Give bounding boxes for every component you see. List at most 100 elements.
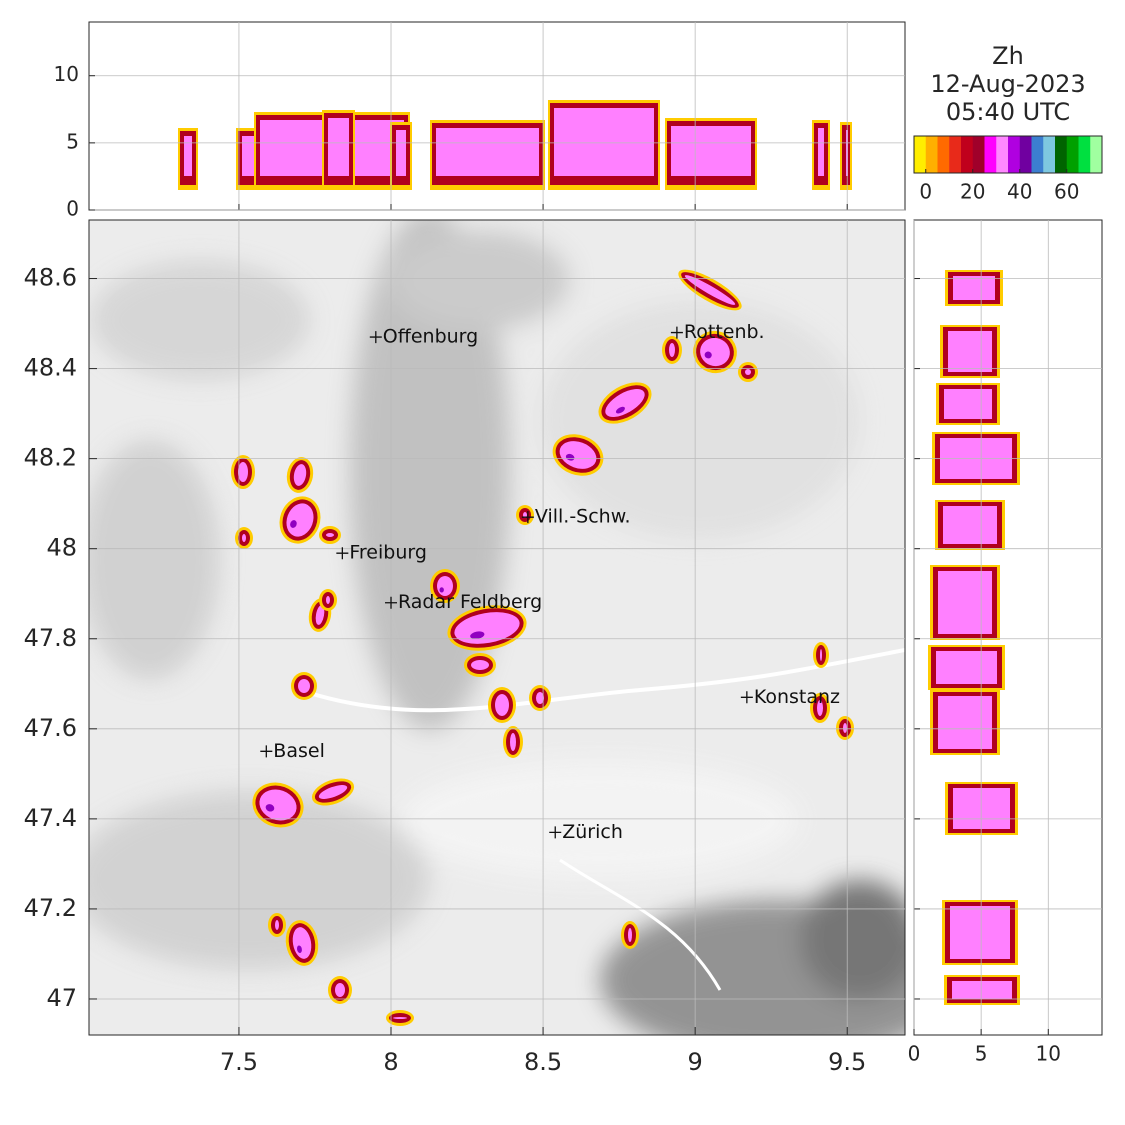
x-tick-label: 7.5 (220, 1048, 258, 1076)
colorbar-title: Zh (992, 42, 1024, 70)
echo-peak (615, 406, 625, 414)
city-marker (670, 326, 683, 339)
x-tick-label: 0 (908, 1042, 921, 1066)
echo-core (184, 136, 192, 176)
right-echoes (928, 270, 1020, 1005)
city-marker (385, 596, 398, 609)
echo-core (745, 369, 751, 375)
echo-core (536, 692, 544, 704)
y-tick-label: 48 (46, 534, 77, 562)
colorbar-swatch (1031, 136, 1044, 173)
city-label: Freiburg (349, 542, 427, 564)
echo-core (628, 928, 632, 942)
city-label: Rottenb. (684, 321, 765, 343)
colorbar-swatch (996, 136, 1009, 173)
city-marker (740, 691, 753, 704)
echo-core (396, 130, 406, 176)
echo-core (952, 981, 1012, 999)
city-marker (521, 511, 534, 524)
city-marker (336, 547, 349, 560)
echo-core (938, 696, 992, 749)
x-tick-label: 8 (383, 1048, 398, 1076)
echo-core (259, 789, 297, 821)
echo-core (944, 389, 992, 419)
colorbar-title: 05:40 UTC (946, 98, 1070, 126)
echoes (231, 269, 854, 1026)
colorbar-swatch (914, 136, 927, 173)
echo-core (943, 506, 997, 544)
echo-core (436, 128, 539, 176)
echo-core (293, 464, 307, 486)
colorbar-swatch (1008, 136, 1021, 173)
colorbar-swatch (937, 136, 950, 173)
colorbar-tick-label: 40 (1007, 180, 1032, 204)
city-label: Vill.-Schw. (535, 506, 631, 528)
colorbar-tick-label: 0 (919, 180, 932, 204)
echo-core (817, 700, 823, 716)
echo-core (950, 906, 1010, 959)
echo-core (559, 441, 597, 469)
echo-core (953, 276, 995, 300)
x-tick-label: 9 (688, 1048, 703, 1076)
city-label: Basel (273, 740, 325, 762)
echo-core (326, 533, 334, 537)
echo-core (554, 108, 654, 176)
echo-core (684, 275, 736, 305)
colorbar-swatch (1078, 136, 1091, 173)
y-tick-label: 47 (46, 984, 77, 1012)
colorbar-swatch (949, 136, 962, 173)
echo-core (318, 785, 348, 799)
echo-core (820, 649, 822, 661)
x-tick-label: 8.5 (524, 1048, 562, 1076)
y-tick-label: 47.8 (24, 624, 77, 652)
colorbar-swatch (984, 136, 997, 173)
colorbar-swatch (1043, 136, 1056, 173)
city-marker (260, 745, 273, 758)
colorbar-tick-label: 20 (960, 180, 985, 204)
echo-peak (265, 804, 275, 812)
echo-core (605, 389, 645, 417)
echo-peak (704, 351, 712, 359)
x-tick-label: 10 (1036, 1042, 1061, 1066)
echo-core (275, 920, 279, 930)
terrain (89, 220, 905, 1035)
echo-peak (470, 631, 485, 639)
echo-core (936, 651, 997, 684)
city-label: Radar Feldberg (398, 591, 542, 613)
colorbar-swatch (1055, 136, 1068, 173)
colorbar-swatch (925, 136, 938, 173)
echo-core (315, 605, 325, 625)
y-tick-label: 47.6 (24, 714, 77, 742)
echo-peak (296, 945, 302, 954)
echo-core (948, 331, 992, 372)
echo-core (669, 343, 675, 357)
echo-core (510, 733, 516, 751)
echo-core (495, 694, 509, 716)
y-tick-label: 48.2 (24, 444, 77, 472)
echo-core (328, 118, 349, 176)
echo-core (238, 462, 248, 482)
echo-core (286, 503, 314, 537)
map-frame (88, 219, 906, 1036)
y-tick-label: 5 (66, 129, 79, 153)
city-label: Zürich (562, 821, 623, 843)
x-tick-label: 9.5 (828, 1048, 866, 1076)
echo-core (326, 596, 330, 604)
colorbar-swatch (961, 136, 974, 173)
y-tick-label: 10 (54, 62, 79, 86)
y-tick-label: 48.6 (24, 264, 77, 292)
echo-core (242, 534, 246, 542)
echo-peak (439, 587, 444, 593)
y-tick-label: 47.2 (24, 894, 77, 922)
top-echoes (178, 100, 852, 190)
colorbar-title: 12-Aug-2023 (930, 70, 1085, 98)
city-label: Offenburg (383, 326, 478, 348)
echo-core (700, 337, 730, 367)
echo-core (471, 660, 489, 670)
echo-core (335, 983, 345, 997)
y-tick-label: 48.4 (24, 354, 77, 382)
colorbar-frame (913, 135, 1103, 174)
city-label: Konstanz (754, 686, 840, 708)
y-tick-label: 0 (66, 197, 79, 221)
